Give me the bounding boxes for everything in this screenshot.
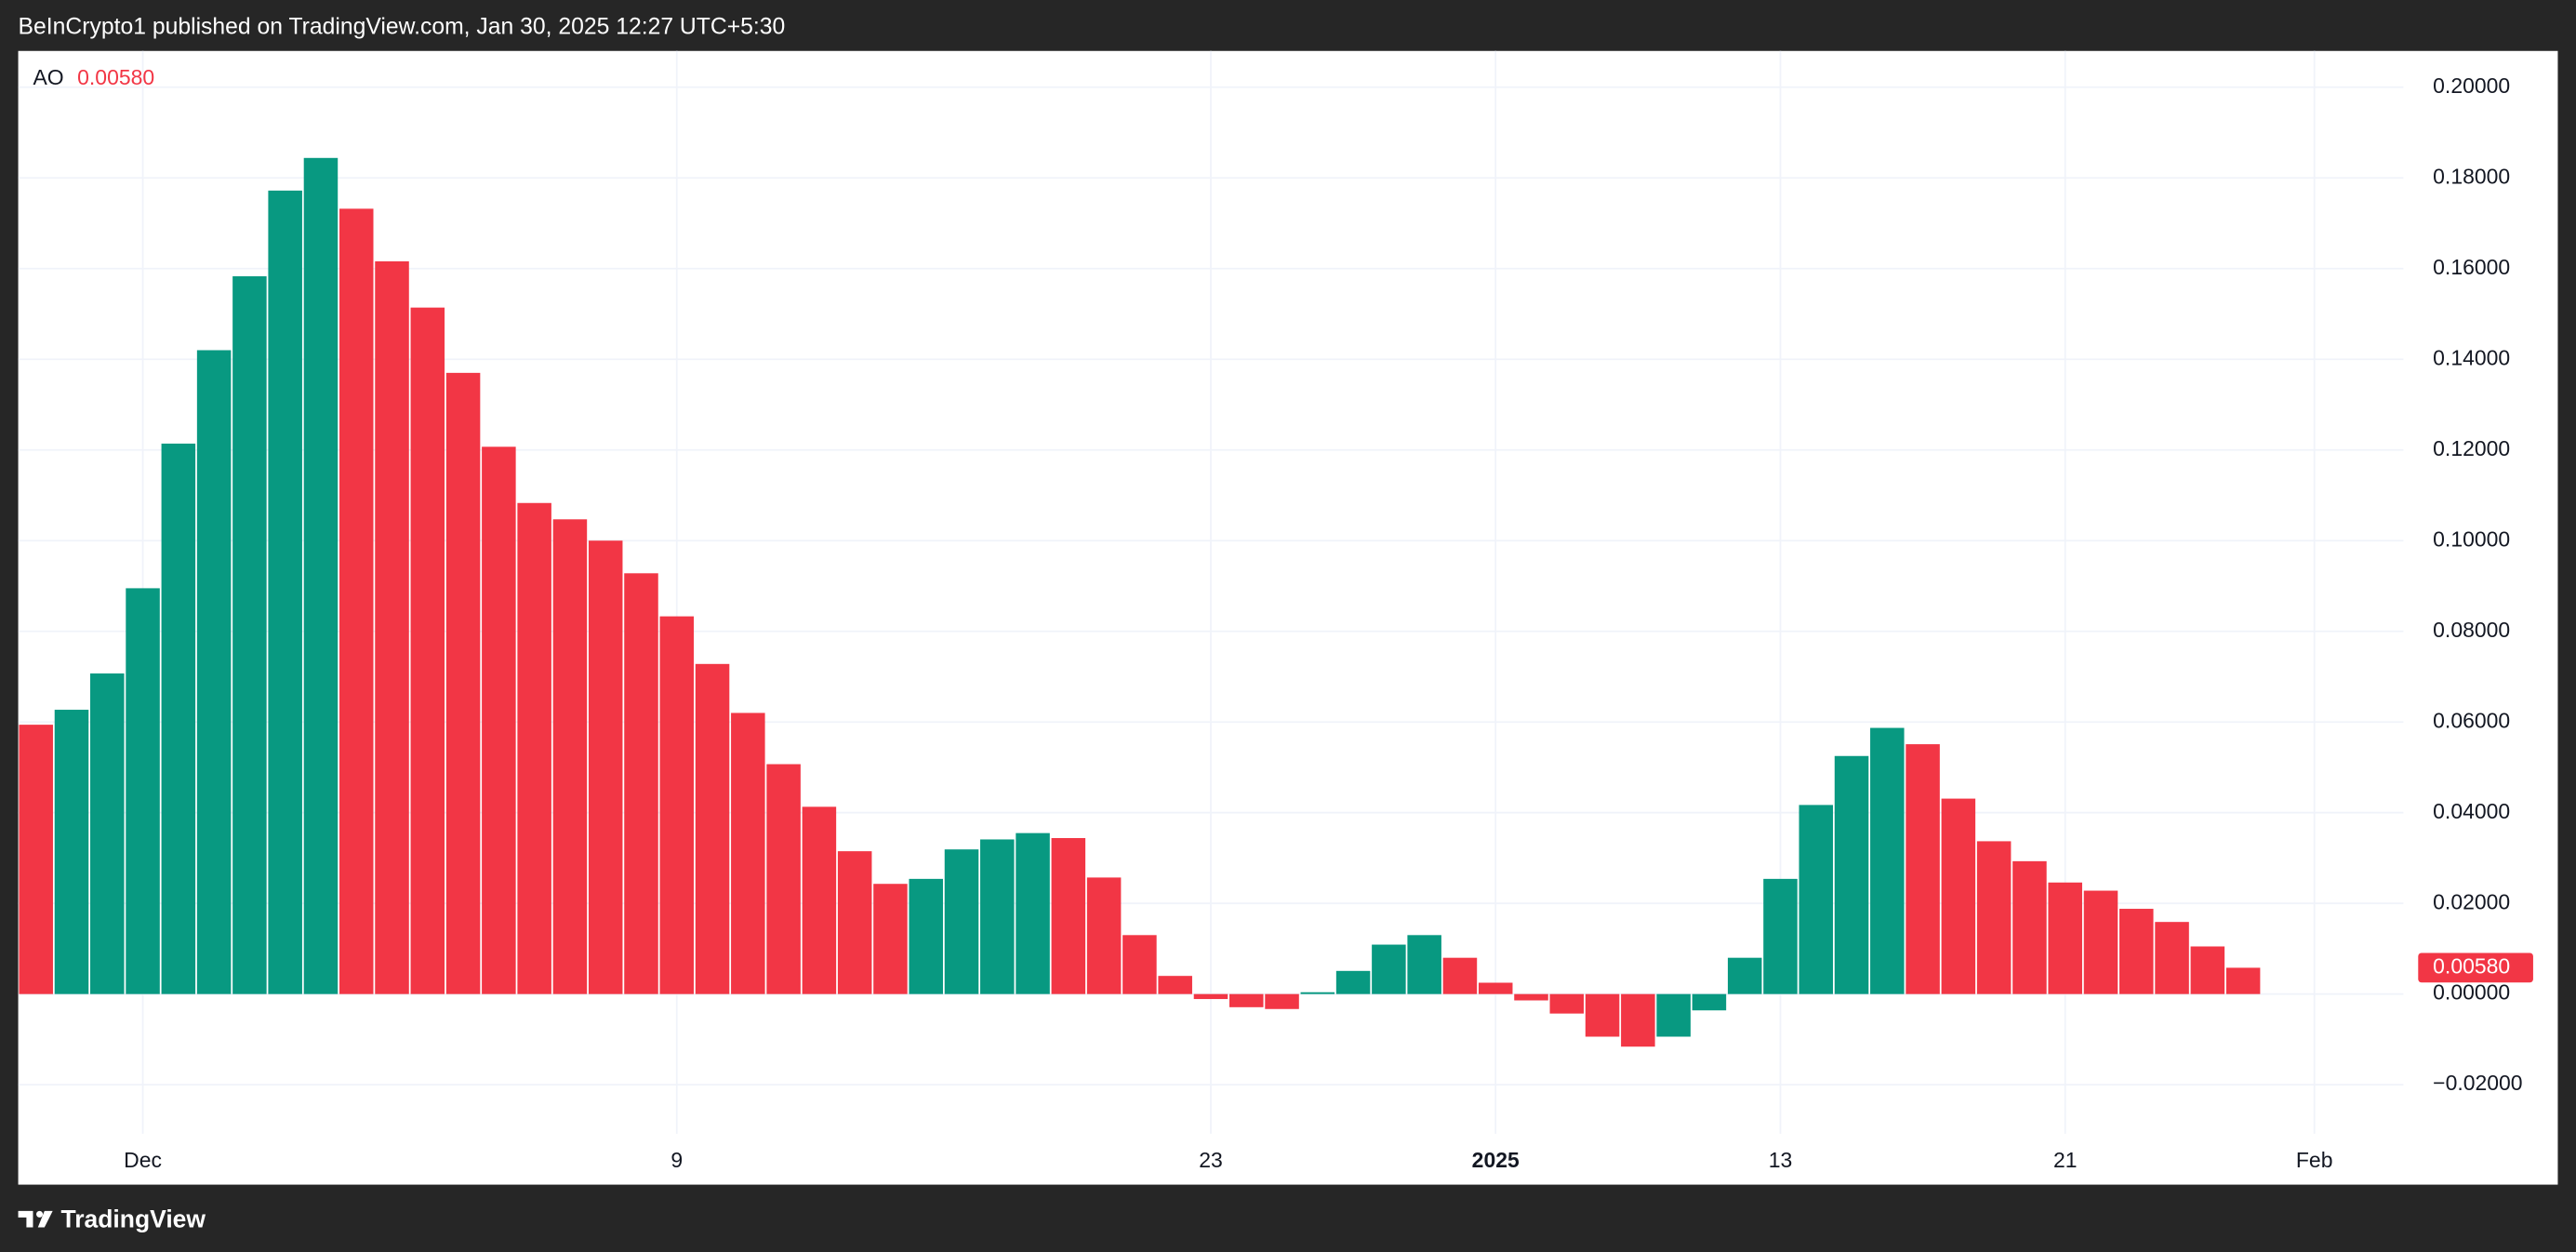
bar xyxy=(766,764,801,994)
logo-slash xyxy=(37,1210,53,1228)
footer-brand: TradingView xyxy=(60,1205,206,1232)
bar xyxy=(1656,993,1691,1037)
y-tick-label: 0.20000 xyxy=(2433,73,2510,98)
bar xyxy=(1407,935,1441,994)
bar xyxy=(1478,982,1513,994)
bar xyxy=(54,710,89,994)
x-tick-label: Dec xyxy=(124,1148,162,1172)
bar xyxy=(303,157,339,994)
y-tick-label: 0.08000 xyxy=(2433,618,2510,642)
indicator-value: 0.00580 xyxy=(77,65,154,89)
bar xyxy=(873,884,908,994)
x-tick-label: 21 xyxy=(2053,1148,2078,1172)
bar xyxy=(90,673,125,994)
bar xyxy=(339,208,374,994)
plot: −0.02000 0.00000 0.02000 0.04000 0.06000 0.08… xyxy=(18,50,2533,1172)
y-tick-label: 0.16000 xyxy=(2433,255,2510,279)
y-tick-label: 0.06000 xyxy=(2433,708,2510,732)
bar xyxy=(802,806,837,994)
bar xyxy=(731,713,765,994)
bar xyxy=(1442,957,1478,994)
x-tick-label: 9 xyxy=(671,1148,683,1172)
bar xyxy=(1692,993,1727,1011)
bar xyxy=(1158,976,1192,994)
bar xyxy=(1976,841,2012,994)
y-tick-label: −0.02000 xyxy=(2433,1071,2522,1095)
y-tick-label: 0.10000 xyxy=(2433,526,2510,551)
y-tick-label: 0.02000 xyxy=(2433,889,2510,913)
bar xyxy=(161,443,196,994)
bar xyxy=(2083,890,2118,994)
bar xyxy=(1122,935,1157,994)
bar xyxy=(2012,860,2047,994)
bar xyxy=(1300,992,1335,994)
bar xyxy=(2225,967,2261,994)
y-tick-label: 0.04000 xyxy=(2433,799,2510,823)
logo-dot xyxy=(36,1210,44,1218)
indicator-name: AO xyxy=(33,65,63,89)
bar xyxy=(552,519,588,994)
bar xyxy=(1941,798,1976,994)
bar xyxy=(980,839,1015,994)
footer-logo xyxy=(18,1210,53,1228)
bar xyxy=(1621,993,1655,1047)
bar xyxy=(268,190,302,994)
last-value-label: 0.00580 xyxy=(2433,953,2510,978)
bar xyxy=(659,616,695,994)
bar xyxy=(909,878,943,994)
bar xyxy=(196,350,232,994)
bar xyxy=(126,588,160,994)
bar xyxy=(1016,832,1050,994)
bar xyxy=(1834,755,1869,994)
x-tick-label: 2025 xyxy=(1472,1148,1520,1172)
x-tick-label: 23 xyxy=(1199,1148,1223,1172)
bar xyxy=(2190,946,2225,994)
bar xyxy=(695,663,730,994)
bar xyxy=(588,540,623,994)
y-tick-label: 0.00000 xyxy=(2433,980,2510,1005)
bar xyxy=(1585,993,1620,1037)
bar xyxy=(1514,993,1548,1001)
bar xyxy=(482,446,516,994)
bar xyxy=(1870,727,1905,994)
y-tick-label: 0.14000 xyxy=(2433,345,2510,369)
bar xyxy=(375,260,409,994)
bar xyxy=(1905,744,1940,994)
bar xyxy=(1051,837,1086,994)
x-tick-label: 13 xyxy=(1769,1148,1793,1172)
bar xyxy=(2119,909,2154,994)
bar xyxy=(2048,882,2082,994)
bar xyxy=(1335,970,1371,994)
bar xyxy=(2155,922,2189,994)
bar xyxy=(1086,877,1122,994)
bar xyxy=(19,725,53,994)
bar xyxy=(1193,993,1228,1000)
x-tick-label: Feb xyxy=(2296,1148,2333,1172)
bar xyxy=(624,573,658,994)
bar xyxy=(837,851,872,994)
last-value-tag xyxy=(2418,952,2533,983)
bar xyxy=(944,849,979,994)
y-tick-label: 0.18000 xyxy=(2433,164,2510,188)
bar xyxy=(517,502,551,994)
y-tick-label: 0.12000 xyxy=(2433,436,2510,460)
bar xyxy=(1372,944,1406,994)
bar xyxy=(1799,805,1834,994)
bar xyxy=(232,276,267,994)
bar xyxy=(1265,993,1299,1009)
bar xyxy=(1229,993,1264,1007)
header-text: BeInCrypto1 published on TradingView.com… xyxy=(19,15,786,40)
bar xyxy=(445,372,481,994)
bar xyxy=(1549,993,1585,1014)
bar xyxy=(1727,957,1762,994)
bar xyxy=(1763,878,1798,994)
bar xyxy=(410,307,445,994)
logo-mark xyxy=(18,1210,33,1228)
